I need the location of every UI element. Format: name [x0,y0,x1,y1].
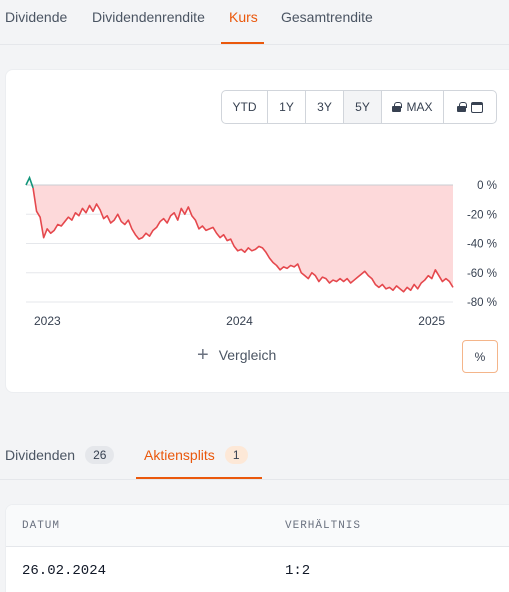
custom-range-button[interactable] [444,91,496,123]
tab-dividende[interactable]: Dividende [5,9,68,25]
tab-kurs[interactable]: Kurs [229,9,258,25]
x-tick-label: 2024 [226,314,253,328]
plus-icon: + [197,344,209,366]
table-row: 26.02.2024 1:2 [6,547,509,592]
range-ytd-label: YTD [232,100,257,114]
range-max-button[interactable]: MAX [382,91,444,123]
calendar-icon [471,101,483,113]
price-chart: 0 % -20 % -40 % -60 % -80 % 2023 2024 2025 [25,175,497,328]
tab-dividenden[interactable]: Dividenden 26 [5,446,115,464]
area-fill [26,185,453,292]
range-3y-button[interactable]: 3Y [306,91,344,123]
series-line [32,187,454,293]
tab-aktiensplits[interactable]: Aktiensplits 1 [144,446,248,464]
percent-toggle-button[interactable]: % [462,340,498,373]
compare-button[interactable]: + Vergleich [197,344,277,366]
column-header-verhaeltnis: VERHÄLTNIS [285,520,362,532]
price-chart-card: YTD 1Y 3Y 5Y MAX 0 % -20 % -40 % -60 % -80 %… [5,69,509,393]
time-range-selector: YTD 1Y 3Y 5Y MAX [221,90,497,124]
y-tick-label: -80 % [467,297,497,309]
tab-aktiensplits-label: Aktiensplits [144,447,215,463]
table-header: DATUM VERHÄLTNIS [6,505,509,547]
range-5y-button[interactable]: 5Y [344,91,382,123]
splits-table: DATUM VERHÄLTNIS 26.02.2024 1:2 [5,504,509,592]
chart-type-tabs: Dividende Dividendenrendite Kurs Gesamtr… [0,0,509,45]
tab-dividendenrendite[interactable]: Dividendenrendite [92,9,205,25]
compare-label: Vergleich [218,347,277,363]
count-badge: 1 [224,446,248,464]
active-tab-indicator [221,42,264,44]
tab-dividenden-label: Dividenden [5,447,76,463]
split-date: 26.02.2024 [22,563,107,579]
split-ratio: 1:2 [285,563,311,579]
column-header-datum: DATUM [22,520,61,532]
active-tab-indicator [136,477,262,479]
series-line-positive [25,175,34,189]
range-1y-button[interactable]: 1Y [268,91,306,123]
events-tabs: Dividenden 26 Aktiensplits 1 [0,430,509,480]
y-tick-label: 0 % [477,180,497,192]
tab-gesamtrendite[interactable]: Gesamtrendite [281,9,373,25]
count-badge: 26 [85,446,115,464]
range-max-label: MAX [406,100,433,114]
range-5y-label: 5Y [355,100,370,114]
y-tick-label: -60 % [467,268,497,280]
range-ytd-button[interactable]: YTD [222,91,268,123]
x-tick-label: 2023 [34,314,61,328]
lock-icon [457,102,467,112]
y-tick-label: -40 % [467,239,497,251]
range-3y-label: 3Y [317,100,332,114]
y-tick-label: -20 % [467,209,497,221]
x-tick-label: 2025 [418,314,445,328]
lock-icon [392,102,402,112]
range-1y-label: 1Y [279,100,294,114]
